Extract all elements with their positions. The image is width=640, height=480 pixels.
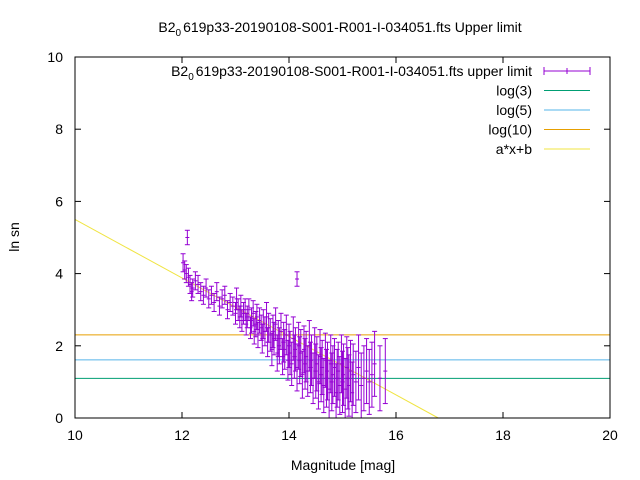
data-point [238,294,244,318]
data-point [230,296,236,316]
data-point [340,350,345,414]
chart-title-prefix: B2 [158,19,175,35]
y-tick-label: 6 [55,193,63,209]
data-point [334,348,340,408]
data-point [211,292,217,313]
chart-title: B20 619p33-20190108-S001-R001-I-034051.ft… [158,19,521,39]
data-point [227,292,233,313]
y-axis-label: ln sn [6,222,22,252]
legend-item: log(5) [496,102,590,118]
data-point [190,278,196,298]
x-tick-label: 18 [495,427,511,443]
data-point [358,352,364,419]
data-point [286,323,292,368]
data-point [353,350,359,414]
data-point [372,330,378,397]
data-point [377,345,383,412]
y-tick-label: 0 [55,410,63,426]
data-point [184,229,190,246]
y-axis-ticks: 0 2 4 6 8 10 [47,49,610,426]
x-tick-label: 10 [67,427,83,443]
data-point [329,352,335,412]
data-point [345,347,351,410]
y-tick-label: 10 [47,49,63,65]
data-point [224,300,230,320]
data-point [307,341,313,394]
y-tick-label: 2 [55,338,63,354]
data-point [350,343,356,406]
data-point [294,271,300,287]
data-point [214,282,220,302]
data-point [346,354,352,417]
data-point [206,289,212,309]
data-point [369,341,375,408]
data-point [198,282,204,302]
data-point [271,321,277,356]
legend-label: log(3) [496,83,532,99]
data-point [331,338,337,397]
data-point [291,334,297,379]
data-point [192,271,198,291]
data-point [275,320,281,358]
x-tick-label: 20 [602,427,618,443]
data-point [189,282,195,302]
x-axis-label: Magnitude [mag] [291,457,395,473]
data-point [318,347,324,403]
chart-title-suffix: 619p33-20190108-S001-R001-I-034051.fts U… [183,19,522,35]
data-point [219,289,225,309]
data-point [222,285,228,305]
x-tick-label: 16 [388,427,404,443]
legend-label: a*x+b [496,141,532,157]
data-point [356,334,362,401]
legend: B20 619p33-20190108-S001-R001-I-034051.ft… [171,63,591,157]
data-point [216,296,222,316]
data-points [180,229,388,419]
x-tick-label: 12 [174,427,190,443]
data-point [233,301,238,325]
y-tick-label: 8 [55,121,63,137]
legend-label: log(10) [488,122,532,138]
data-point [361,345,367,412]
legend-item: B20 619p33-20190108-S001-R001-I-034051.ft… [171,63,591,83]
data-point [208,285,214,305]
legend-item: a*x+b [496,141,590,157]
data-point [254,303,260,331]
legend-item: log(10) [488,122,590,138]
data-point [203,278,209,298]
legend-item: log(3) [496,83,590,99]
x-tick-label: 14 [281,427,297,443]
data-point [267,318,273,352]
data-point [270,314,276,349]
plot-frame [74,56,611,419]
data-point [278,312,284,350]
data-point [195,274,201,294]
y-tick-label: 4 [55,266,63,282]
x-axis-ticks: 10 12 14 16 18 20 [67,57,618,443]
data-point [200,285,206,305]
data-point [250,300,256,327]
data-point [364,338,370,405]
legend-label: log(5) [496,102,532,118]
legend-label: B20 619p33-20190108-S001-R001-I-034051.ft… [171,63,532,83]
data-point [366,348,372,415]
data-point [382,338,388,405]
data-point [281,321,287,363]
chart-title-subscript: 0 [176,28,182,39]
data-point [276,327,282,365]
data-point [297,336,303,385]
